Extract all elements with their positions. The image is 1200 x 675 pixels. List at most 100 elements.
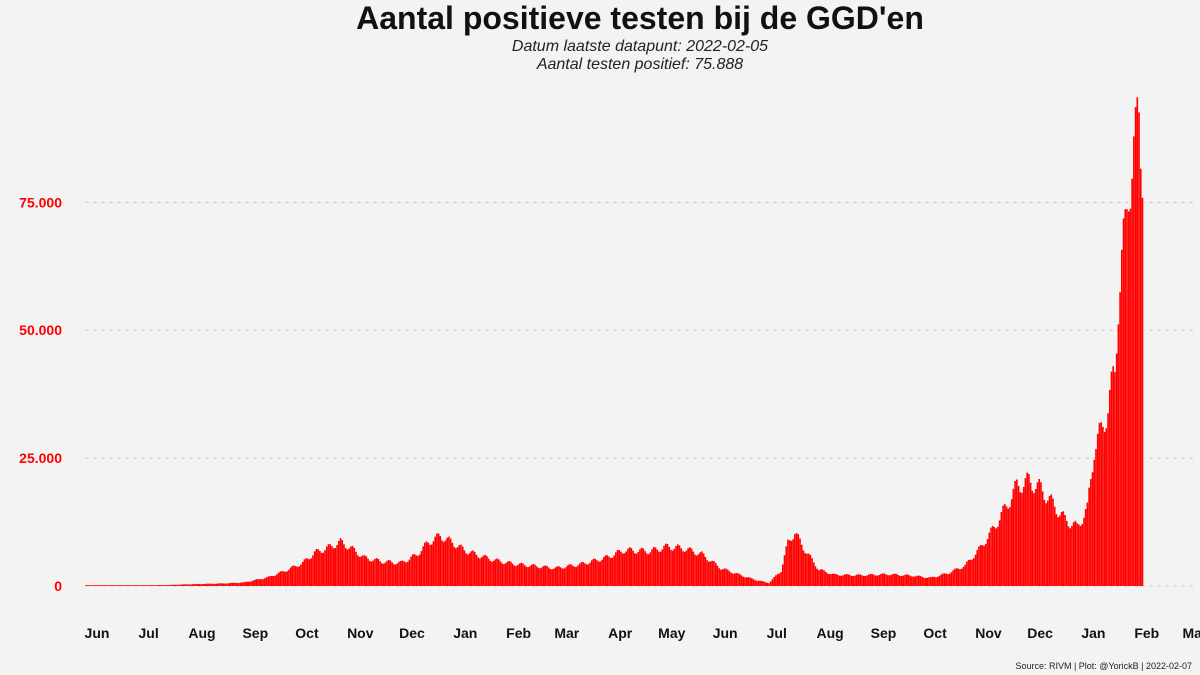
bar [854,575,856,586]
bar [677,544,679,586]
bar [1002,505,1004,586]
bar [257,579,259,586]
bar [909,575,911,586]
bar [840,575,843,586]
bar [332,548,335,586]
bar [305,558,307,586]
bar [386,560,388,586]
bar [725,568,727,586]
bar [262,579,264,586]
bar [611,557,614,586]
bar [661,549,664,586]
bar [682,551,684,586]
bar [265,577,268,586]
bar [566,565,569,586]
bar [1088,487,1090,586]
bar [683,551,686,586]
bar [200,584,202,586]
bar [630,548,633,586]
bar [341,540,344,586]
x-tick-label: Dec [1027,625,1053,641]
bar [1062,511,1065,586]
bar [1003,504,1006,586]
bar [747,577,750,586]
bar [1065,520,1068,586]
bar [270,576,273,586]
bar [1010,499,1013,586]
bar [179,584,182,586]
y-axis-labels: 0 25.000 50.000 75.000 [19,194,62,594]
bar [1095,448,1097,586]
bar [442,541,445,586]
bar [269,576,271,586]
bar [1041,491,1044,586]
bar [869,573,872,586]
bar [461,546,464,586]
bar [893,573,896,586]
bar [713,561,715,586]
bar [988,532,991,586]
bar [138,585,140,586]
bar [695,555,698,586]
bar [196,583,199,586]
bar [978,546,980,586]
bar [360,556,362,586]
bar [367,558,369,586]
bar [344,548,347,586]
bar [98,585,101,586]
bar [699,552,702,586]
bar [599,561,602,586]
bar [702,553,705,586]
bar [644,551,646,586]
bar [494,559,497,586]
bar [172,584,175,586]
bar [231,582,233,586]
bar [294,566,297,586]
bar [381,563,383,586]
bar [603,557,605,586]
bar [181,584,184,586]
bar [917,575,920,586]
bar [1139,168,1142,587]
bar [97,585,99,586]
y-tick-label: 25.000 [19,450,62,466]
bar [647,554,650,586]
bar [377,559,380,586]
bar [1017,485,1020,586]
bar [379,561,381,586]
bar [1110,371,1113,586]
bar [628,547,631,586]
bar [276,574,278,586]
bar [1074,520,1077,586]
bar [482,555,485,586]
bar [692,551,695,586]
bar [115,585,118,586]
bar [663,545,665,586]
bar [900,576,903,586]
bar [907,574,910,586]
bar [792,539,794,586]
bar [613,555,615,586]
bar [711,560,714,586]
bar [618,550,621,586]
bar [356,555,359,586]
bar [625,551,628,586]
bar [362,555,364,586]
chart-title: Aantal positieve testen bij de GGD'en [356,0,924,36]
bar [697,554,700,586]
bar [384,562,387,586]
bar [745,577,748,586]
bar [408,559,411,586]
bars [85,97,1144,587]
bar [350,546,352,586]
bar [258,579,261,586]
bar [678,545,681,586]
bar [615,552,617,586]
bar [473,551,476,586]
bar [263,578,266,586]
chart-subtitle: Datum laatste datapunt: 2022-02-05 Aanta… [0,38,1200,74]
bar [90,585,92,586]
bar [114,585,116,586]
bar [288,569,290,586]
bar [146,585,149,586]
